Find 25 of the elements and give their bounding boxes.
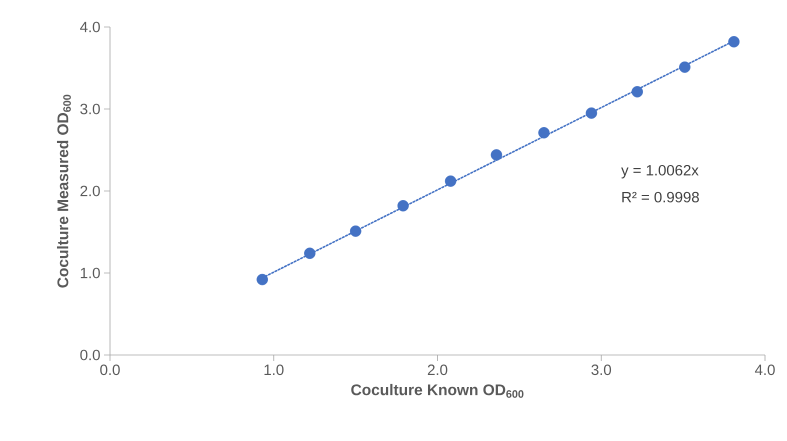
y-tick-label: 4.0 (80, 22, 100, 32)
point (256, 274, 268, 286)
point (490, 149, 502, 161)
y-tick-label: 3.0 (80, 104, 100, 114)
point (632, 86, 643, 98)
x-tick-label: 4.0 (754, 364, 775, 376)
point (444, 175, 456, 187)
point (538, 127, 550, 138)
point (397, 200, 409, 212)
y-tick-label: 2.0 (80, 186, 100, 196)
y-axis-title: Coculture Measured OD$_{600}$ (56, 94, 71, 288)
y-tick-label: 0.0 (80, 350, 100, 360)
point (304, 248, 316, 260)
x-tick-label: 0.0 (100, 364, 120, 376)
annotation: R² = 0.9998 (622, 192, 699, 202)
y-tick-label: 1.0 (80, 268, 100, 278)
x-axis-title: Coculture Known OD$_{600}$ (351, 384, 524, 398)
x-tick-label: 2.0 (428, 364, 448, 376)
point (679, 61, 690, 73)
annotation: y = 1.0062x (621, 164, 699, 178)
x-tick-label: 1.0 (264, 364, 284, 376)
point (350, 225, 362, 237)
point (728, 36, 740, 48)
point (586, 107, 598, 119)
x-tick-label: 3.0 (591, 364, 612, 376)
